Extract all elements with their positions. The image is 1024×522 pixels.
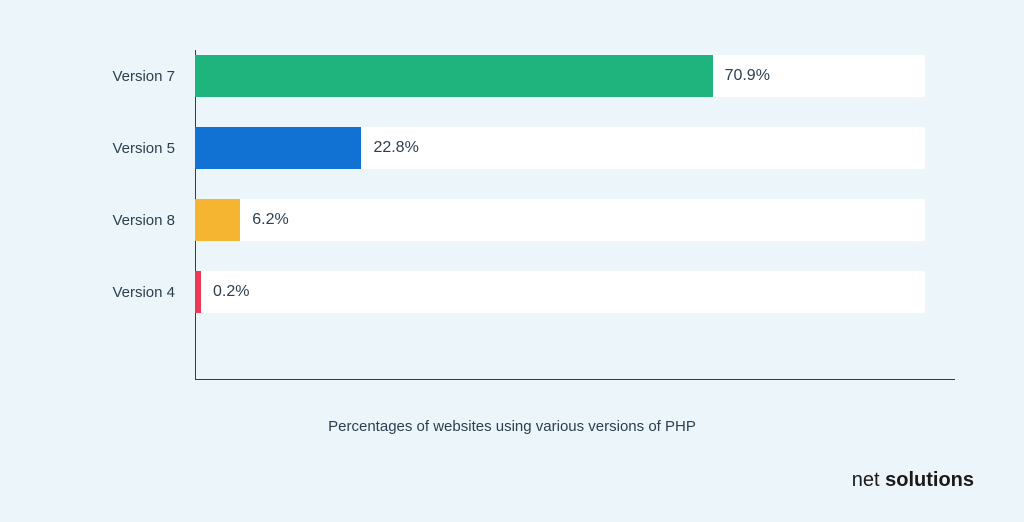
bar-label: Version 8 bbox=[112, 212, 175, 229]
bar-track: 0.2% bbox=[195, 271, 925, 313]
bar-track: 22.8% bbox=[195, 127, 925, 169]
bar-row: Version 522.8% bbox=[195, 127, 925, 169]
bar-value: 6.2% bbox=[252, 211, 288, 229]
bar-label: Version 4 bbox=[112, 284, 175, 301]
bar-fill bbox=[195, 55, 713, 97]
bar-value: 70.9% bbox=[725, 67, 770, 85]
bar-label: Version 5 bbox=[112, 140, 175, 157]
bar-fill bbox=[195, 199, 240, 241]
bar-value: 0.2% bbox=[213, 283, 249, 301]
bar-value: 22.8% bbox=[373, 139, 418, 157]
bar-row: Version 86.2% bbox=[195, 199, 925, 241]
logo-part-solutions: solutions bbox=[885, 469, 974, 491]
bar-track: 6.2% bbox=[195, 199, 925, 241]
bar-row: Version 40.2% bbox=[195, 271, 925, 313]
logo-part-net: net bbox=[852, 469, 885, 491]
brand-logo: net solutions bbox=[852, 469, 974, 492]
bar-row: Version 770.9% bbox=[195, 55, 925, 97]
bar-track: 70.9% bbox=[195, 55, 925, 97]
bar-fill bbox=[195, 271, 201, 313]
chart-caption: Percentages of websites using various ve… bbox=[0, 418, 1024, 435]
bar-label: Version 7 bbox=[112, 68, 175, 85]
bar-fill bbox=[195, 127, 361, 169]
